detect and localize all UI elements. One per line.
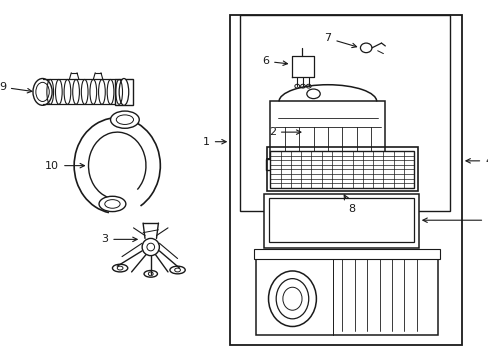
Bar: [256, 251, 437, 335]
Ellipse shape: [305, 84, 310, 88]
Ellipse shape: [300, 84, 305, 88]
Ellipse shape: [268, 271, 316, 327]
Ellipse shape: [116, 115, 133, 125]
Ellipse shape: [146, 243, 154, 251]
Ellipse shape: [174, 268, 180, 272]
Ellipse shape: [306, 89, 320, 99]
Ellipse shape: [119, 78, 128, 105]
Bar: [115, 78, 132, 105]
Text: 1: 1: [203, 137, 226, 147]
Bar: [239, 15, 449, 211]
Bar: [265, 159, 389, 170]
Ellipse shape: [282, 287, 302, 310]
Ellipse shape: [33, 78, 52, 105]
Text: 4: 4: [465, 156, 488, 166]
Text: 2: 2: [268, 127, 300, 137]
Bar: [266, 148, 417, 192]
Ellipse shape: [36, 82, 49, 102]
Text: 8: 8: [344, 195, 355, 214]
Bar: [270, 100, 385, 163]
Ellipse shape: [148, 272, 153, 276]
Text: 3: 3: [101, 234, 137, 244]
Text: 10: 10: [45, 161, 84, 171]
Ellipse shape: [112, 264, 127, 272]
Ellipse shape: [117, 266, 123, 270]
Ellipse shape: [110, 111, 139, 128]
Bar: [268, 198, 413, 242]
Bar: [254, 249, 439, 258]
Text: 5: 5: [422, 215, 488, 225]
Text: 7: 7: [324, 33, 356, 48]
Bar: [230, 15, 461, 345]
Ellipse shape: [360, 43, 371, 53]
Ellipse shape: [276, 279, 308, 319]
Ellipse shape: [142, 238, 159, 256]
Ellipse shape: [99, 196, 125, 212]
Ellipse shape: [169, 266, 185, 274]
Text: 6: 6: [262, 56, 287, 66]
Ellipse shape: [144, 270, 157, 277]
Text: 9: 9: [0, 82, 32, 93]
Bar: [263, 194, 418, 248]
Bar: [270, 151, 413, 188]
Ellipse shape: [104, 200, 120, 208]
Ellipse shape: [294, 84, 299, 88]
Ellipse shape: [299, 125, 314, 140]
